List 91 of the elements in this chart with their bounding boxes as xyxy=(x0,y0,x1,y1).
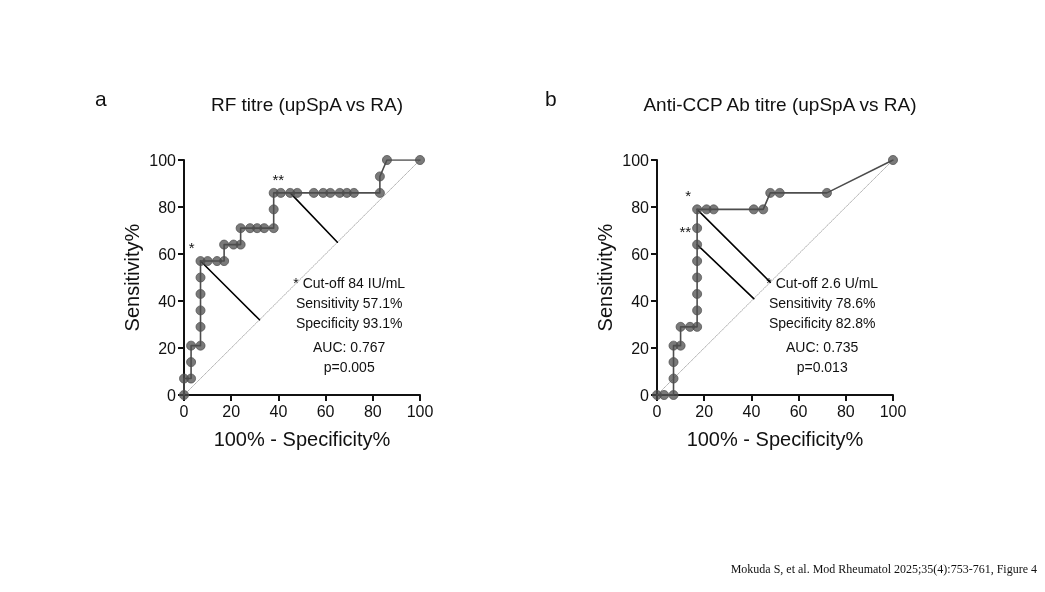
chart-title: Anti-CCP Ab titre (upSpA vs RA) xyxy=(643,94,917,115)
point xyxy=(292,187,303,198)
point xyxy=(195,272,206,283)
y-tick-label: 20 xyxy=(158,339,177,357)
point xyxy=(692,256,703,267)
point xyxy=(235,239,246,250)
annotation: ** xyxy=(272,170,285,188)
point xyxy=(308,187,319,198)
point xyxy=(195,340,206,351)
x-axis-title: 100% - Specificity% xyxy=(213,428,391,450)
annotation: Sensitivity 57.1% xyxy=(295,295,403,311)
annotation: Sensitivity 78.6% xyxy=(768,295,876,311)
point xyxy=(758,204,769,215)
point xyxy=(381,155,392,165)
y-tick-label: 20 xyxy=(631,339,650,357)
point xyxy=(186,373,197,384)
point xyxy=(219,239,230,250)
point xyxy=(668,373,679,384)
point xyxy=(235,223,246,234)
point xyxy=(202,256,213,267)
annotation: Specificity 82.8% xyxy=(768,315,876,331)
point xyxy=(888,155,898,165)
point xyxy=(186,357,197,368)
point xyxy=(748,204,759,215)
point xyxy=(668,390,679,400)
point xyxy=(692,239,703,250)
point xyxy=(195,305,206,316)
point xyxy=(821,187,832,198)
point xyxy=(692,272,703,283)
point xyxy=(268,223,279,234)
point xyxy=(275,187,286,198)
y-tick-label: 40 xyxy=(631,292,650,310)
y-tick-label: 60 xyxy=(158,245,177,263)
annotation: p=0.005 xyxy=(323,359,375,375)
point xyxy=(692,223,703,234)
point xyxy=(219,256,230,267)
text: b xyxy=(545,87,557,110)
y-tick-label: 0 xyxy=(640,386,650,404)
y-tick-label: 60 xyxy=(631,245,650,263)
x-tick-label: 60 xyxy=(789,402,808,420)
x-tick-label: 40 xyxy=(742,402,761,420)
point xyxy=(348,187,359,198)
point xyxy=(195,288,206,299)
point xyxy=(325,187,336,198)
point xyxy=(195,321,206,332)
point xyxy=(415,155,425,165)
point xyxy=(765,187,776,198)
y-tick-label: 80 xyxy=(631,198,650,216)
annotation: p=0.013 xyxy=(796,359,848,375)
y-axis-title: Sensitivity% xyxy=(594,223,616,332)
point xyxy=(268,204,279,215)
y-tick-label: 100 xyxy=(622,151,650,169)
y-tick-label: 80 xyxy=(158,198,177,216)
x-tick-label: 80 xyxy=(836,402,855,420)
point xyxy=(692,305,703,316)
point xyxy=(374,187,385,198)
point xyxy=(668,357,679,368)
point xyxy=(692,288,703,299)
text: Mokuda S, et al. Mod Rheumatol 2025;35(4):753-761, Figure 4 xyxy=(730,562,1037,576)
y-tick-label: 40 xyxy=(158,292,177,310)
x-axis-title: 100% - Specificity% xyxy=(686,428,864,450)
point xyxy=(186,340,197,351)
y-axis-title: Sensitivity% xyxy=(121,223,143,332)
annotation: * xyxy=(188,239,195,257)
point xyxy=(374,171,385,182)
text: a xyxy=(95,87,107,110)
annotation: * Cut-off 84 IU/mL xyxy=(293,275,406,291)
point xyxy=(692,321,703,332)
x-tick-label: 0 xyxy=(652,402,662,420)
point xyxy=(259,223,270,234)
annotation: AUC: 0.767 xyxy=(313,339,386,355)
annotation: ** xyxy=(679,222,692,240)
annotation: Specificity 93.1% xyxy=(295,315,403,331)
x-tick-label: 0 xyxy=(179,402,189,420)
y-tick-label: 0 xyxy=(167,386,177,404)
x-tick-label: 100 xyxy=(879,402,907,420)
point xyxy=(692,204,703,215)
point xyxy=(774,187,785,198)
x-tick-label: 20 xyxy=(222,402,241,420)
x-tick-label: 40 xyxy=(269,402,288,420)
annotation: AUC: 0.735 xyxy=(786,339,859,355)
x-tick-label: 80 xyxy=(363,402,382,420)
point xyxy=(675,321,686,332)
point xyxy=(708,204,719,215)
x-tick-label: 100 xyxy=(406,402,434,420)
x-tick-label: 60 xyxy=(316,402,335,420)
y-tick-label: 100 xyxy=(149,151,177,169)
annotation: * xyxy=(685,187,692,205)
x-tick-label: 20 xyxy=(695,402,714,420)
point xyxy=(675,340,686,351)
chart-title: RF titre (upSpA vs RA) xyxy=(210,94,404,115)
